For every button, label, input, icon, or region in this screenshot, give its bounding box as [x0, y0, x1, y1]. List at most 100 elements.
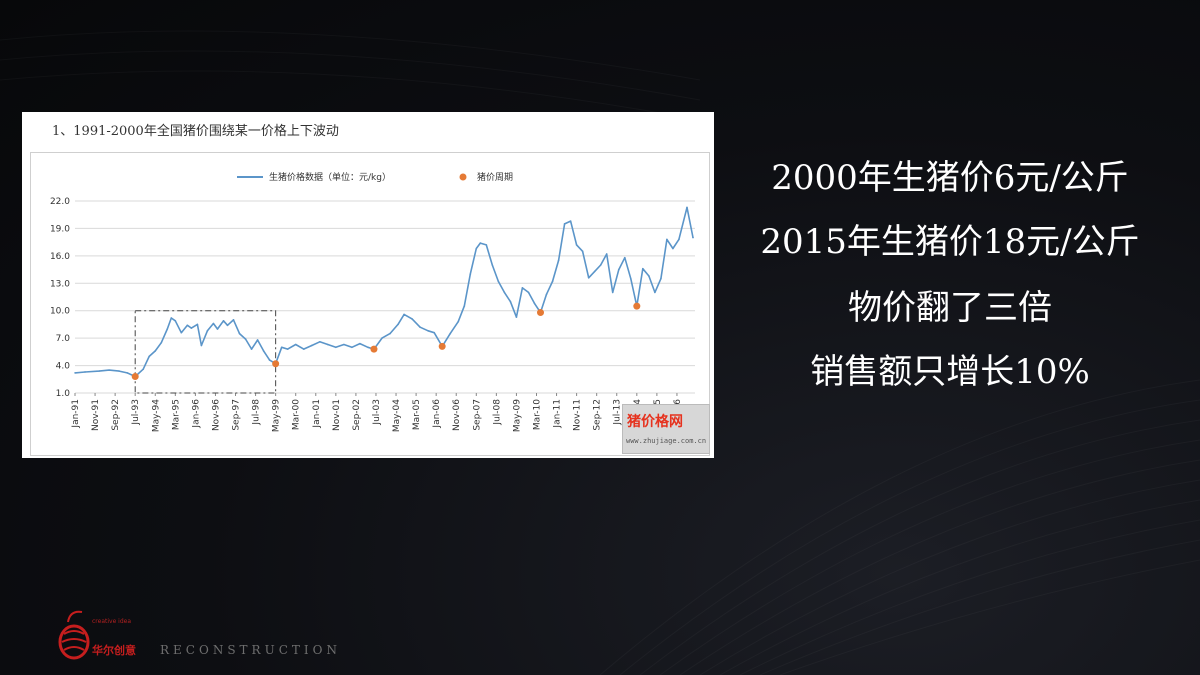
data-point [479, 242, 482, 244]
data-point [351, 346, 353, 349]
y-tick-label: 10.0 [50, 307, 70, 317]
data-point [335, 346, 337, 349]
data-point [216, 328, 219, 330]
y-tick-label: 16.0 [50, 252, 70, 262]
data-point [84, 371, 86, 373]
data-point [256, 339, 259, 341]
headline-2: 2015年生猪价18元/公斤 [760, 222, 1140, 262]
data-point [469, 273, 472, 275]
data-point [692, 236, 694, 239]
x-tick-label: May-09 [512, 399, 522, 432]
data-point [419, 326, 421, 328]
data-point [629, 277, 632, 280]
x-tick-label: Sep-02 [352, 399, 362, 431]
data-point [318, 341, 321, 343]
data-point [397, 323, 399, 326]
x-tick-label: Jan-96 [191, 399, 201, 429]
data-point [433, 331, 435, 334]
data-point [389, 332, 391, 335]
data-point [200, 344, 203, 347]
data-point [294, 343, 297, 346]
x-tick-label: Sep-12 [593, 399, 603, 431]
data-point [581, 250, 584, 253]
x-tick-label: Jul-93 [131, 399, 141, 426]
x-tick-label: Mar-10 [532, 399, 542, 430]
data-point [250, 348, 253, 350]
data-point [170, 317, 173, 319]
data-point [503, 291, 506, 294]
data-point [411, 318, 413, 320]
data-point [196, 323, 199, 326]
data-point [403, 313, 405, 316]
cycle-marker [633, 302, 641, 310]
x-tick-label: Jan-01 [312, 399, 322, 429]
data-point [575, 244, 578, 246]
y-tick-label: 13.0 [50, 279, 70, 289]
legend-label-cycle: 猪价周期 [477, 171, 513, 183]
data-point [108, 369, 110, 371]
data-point [569, 220, 572, 222]
x-tick-label: Sep-97 [232, 399, 242, 431]
data-point [98, 370, 100, 372]
x-tick-label: Jan-91 [71, 399, 81, 429]
data-point [206, 330, 209, 332]
legend-marker-swatch [459, 173, 467, 181]
data-point [238, 332, 241, 335]
data-point [660, 277, 662, 280]
data-point [666, 238, 668, 241]
cycle-marker [131, 373, 139, 381]
x-tick-label: May-94 [151, 399, 161, 432]
brand-logo-icon [58, 610, 90, 660]
headline-3: 物价翻了三倍 [848, 288, 1052, 328]
x-tick-label: Mar-00 [292, 399, 302, 430]
x-tick-label: Jul-13 [613, 399, 623, 426]
data-point [605, 253, 608, 255]
data-point [160, 341, 163, 344]
line-chart: 1.0 4.0 7.0 10.0 13.0 16.0 19.0 22.0 Jan-91 Nov-9… [50, 171, 695, 432]
data-point [154, 350, 157, 352]
x-tick-label: Mar-05 [412, 399, 422, 430]
x-tick-label: May-99 [272, 399, 282, 432]
data-point [654, 291, 656, 294]
data-point [190, 327, 193, 329]
data-point [545, 293, 548, 296]
data-point [343, 343, 345, 346]
x-tick-label: May-04 [392, 399, 402, 432]
x-tick-label: Mar-95 [171, 399, 181, 430]
data-point [148, 355, 151, 358]
data-point [551, 280, 554, 283]
data-point [587, 277, 590, 279]
y-tick-label: 1.0 [56, 389, 71, 399]
data-point [232, 319, 235, 321]
x-tick-label: Sep-92 [111, 399, 121, 431]
data-point [327, 343, 329, 346]
data-point [126, 372, 128, 374]
data-point [509, 300, 512, 303]
y-tick-label: 19.0 [50, 224, 70, 234]
cycle-marker [272, 360, 280, 368]
logo-text: 华尔创意 [92, 644, 136, 657]
data-point [617, 268, 620, 271]
data-point [648, 275, 650, 277]
chart-image: 1、1991-2000年全国猪价围绕某一价格上下波动 1.0 4.0 7.0 10.0… [22, 112, 714, 458]
data-point [642, 267, 644, 270]
data-point [212, 322, 215, 325]
data-point [268, 359, 271, 361]
data-point [359, 342, 361, 345]
data-point [74, 372, 76, 374]
data-point [302, 348, 305, 350]
headline-1: 2000年生猪价6元/公斤 [771, 158, 1129, 198]
x-tick-label: Nov-06 [452, 399, 462, 431]
data-point [623, 256, 626, 259]
data-point [180, 331, 183, 334]
data-point [611, 291, 614, 294]
data-point [485, 244, 488, 246]
data-point [367, 346, 369, 349]
data-point [166, 328, 169, 330]
data-point [521, 287, 524, 289]
y-tick-label: 7.0 [56, 334, 71, 344]
data-point [262, 350, 265, 352]
data-point [142, 368, 145, 371]
data-point [515, 316, 518, 318]
x-tick-label: Jul-98 [252, 399, 262, 426]
